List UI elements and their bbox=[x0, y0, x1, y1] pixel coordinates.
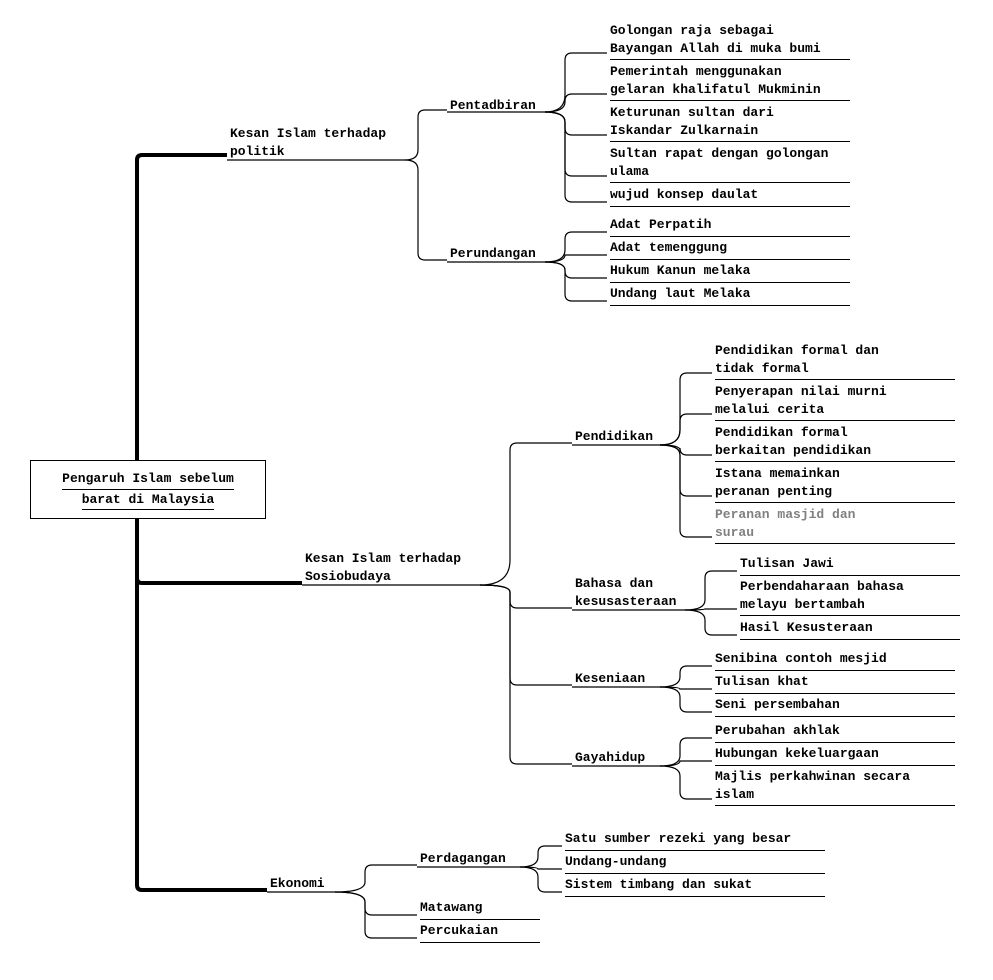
mindmap-diagram: Pengaruh Islam sebelum barat di Malaysia… bbox=[20, 20, 980, 960]
leaf: Sistem timbang dan sukat bbox=[565, 874, 825, 897]
leaf: Penyerapan nilai murnimelalui cerita bbox=[715, 381, 955, 421]
branch-ekonomi: Ekonomi bbox=[270, 875, 325, 893]
leaf: Majlis perkahwinan secaraislam bbox=[715, 766, 955, 806]
root-node: Pengaruh Islam sebelum barat di Malaysia bbox=[30, 460, 266, 519]
leaf: Pemerintah menggunakangelaran khalifatul… bbox=[610, 61, 850, 101]
leaf: Perubahan akhlak bbox=[715, 720, 955, 743]
root-line2: barat di Malaysia bbox=[82, 490, 215, 511]
branch-perdagangan: Perdagangan bbox=[420, 850, 506, 868]
leaf: Hasil Kesusteraan bbox=[740, 617, 960, 640]
leaf: Hubungan kekeluargaan bbox=[715, 743, 955, 766]
leaf: Senibina contoh mesjid bbox=[715, 648, 955, 671]
branch-perundangan: Perundangan bbox=[450, 245, 536, 263]
branch-matawang: Matawang bbox=[420, 897, 540, 920]
leaf: Sultan rapat dengan golonganulama bbox=[610, 143, 850, 183]
leaf: Tulisan Jawi bbox=[740, 553, 960, 576]
leaf: Adat Perpatih bbox=[610, 214, 850, 237]
leaf: Pendidikan formal dantidak formal bbox=[715, 340, 955, 380]
branch-pentadbiran: Pentadbiran bbox=[450, 97, 536, 115]
leaf: Istana memainkanperanan penting bbox=[715, 463, 955, 503]
branch-gayahidup: Gayahidup bbox=[575, 749, 645, 767]
leaf: Hukum Kanun melaka bbox=[610, 260, 850, 283]
leaf: Tulisan khat bbox=[715, 671, 955, 694]
leaf: Pendidikan formalberkaitan pendidikan bbox=[715, 422, 955, 462]
branch-sosiobudaya: Kesan Islam terhadap Sosiobudaya bbox=[305, 550, 461, 585]
branch-politik: Kesan Islam terhadap politik bbox=[230, 125, 386, 160]
leaf: wujud konsep daulat bbox=[610, 184, 850, 207]
leaf: Golongan raja sebagaiBayangan Allah di m… bbox=[610, 20, 850, 60]
branch-keseniaan: Keseniaan bbox=[575, 670, 645, 688]
leaf: Keturunan sultan dariIskandar Zulkarnain bbox=[610, 102, 850, 142]
root-line1: Pengaruh Islam sebelum bbox=[62, 469, 234, 490]
leaf: Adat temenggung bbox=[610, 237, 850, 260]
leaf: Satu sumber rezeki yang besar bbox=[565, 828, 825, 851]
branch-percukaian: Percukaian bbox=[420, 920, 540, 943]
leaf-faded: Peranan masjid dansurau bbox=[715, 504, 955, 544]
leaf: Seni persembahan bbox=[715, 694, 955, 717]
branch-pendidikan: Pendidikan bbox=[575, 428, 653, 446]
branch-bahasa: Bahasa dan kesusasteraan bbox=[575, 575, 676, 610]
leaf: Undang-undang bbox=[565, 851, 825, 874]
leaf: Perbendaharaan bahasamelayu bertambah bbox=[740, 576, 960, 616]
leaf: Undang laut Melaka bbox=[610, 283, 850, 306]
